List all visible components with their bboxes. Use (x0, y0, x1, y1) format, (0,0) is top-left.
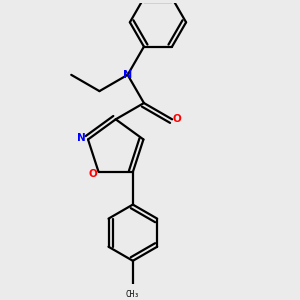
Text: O: O (172, 114, 181, 124)
Text: CH₃: CH₃ (126, 290, 140, 299)
Text: N: N (123, 70, 132, 80)
Text: N: N (77, 133, 86, 143)
Text: O: O (88, 169, 97, 179)
